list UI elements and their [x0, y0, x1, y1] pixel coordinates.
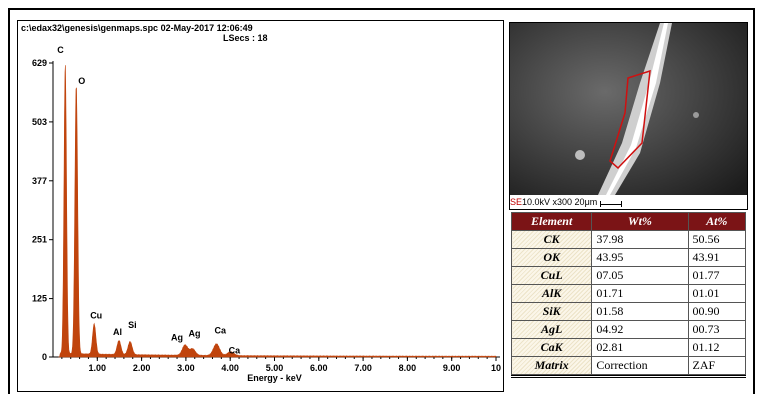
row-at: 00.73	[687, 320, 747, 339]
table-row: AgL 04.92 00.73	[510, 320, 747, 339]
row-wt: 04.92	[591, 320, 689, 339]
x-tick-label: 9.00	[443, 363, 461, 373]
peak-label: C	[57, 45, 64, 55]
x-tick-label: 3.00	[177, 363, 195, 373]
sem-micrograph: SE10.0kV x300 20μm	[509, 22, 748, 210]
y-tick-label: 629	[32, 58, 47, 68]
row-element: CuL	[510, 266, 593, 285]
x-tick-label: 5.00	[266, 363, 284, 373]
x-tick-label: 6.00	[310, 363, 328, 373]
table-header-row: Element Wt% At%	[510, 212, 747, 231]
y-tick-label: 0	[42, 352, 47, 362]
row-wt: 37.98	[591, 230, 689, 249]
x-tick-label: 4.00	[221, 363, 239, 373]
table-row: Matrix Correction ZAF	[510, 356, 747, 375]
peak-label: Ca	[214, 325, 226, 335]
row-at: 01.01	[687, 284, 747, 303]
table-row: CaK 02.81 01.12	[510, 338, 747, 357]
spectrum-header: c:\edax32\genesis\genmaps.spc 02-May-201…	[21, 23, 268, 43]
header-at: At%	[687, 212, 747, 231]
row-at: 43.91	[687, 248, 747, 267]
row-wt: 07.05	[591, 266, 689, 285]
row-element: SiK	[510, 302, 593, 321]
spectrum-area	[58, 65, 497, 358]
row-at: 01.77	[687, 266, 747, 285]
eds-spectrum-chart: 629 503 377 251 125 0 1.00 2.00 3.00 4.00 5.00 6.00…	[32, 45, 501, 383]
row-at: 50.56	[687, 230, 747, 249]
y-tick-label: 503	[32, 117, 47, 127]
y-tick-label: 377	[32, 176, 47, 186]
row-wt: 01.58	[591, 302, 689, 321]
row-at: ZAF	[687, 356, 747, 375]
row-at: 01.12	[687, 338, 747, 357]
x-tick-label: 2.00	[133, 363, 151, 373]
x-tick-label: 10	[491, 363, 501, 373]
x-tick-label: 8.00	[399, 363, 417, 373]
header-element: Element	[510, 212, 593, 231]
peak-label: Ag	[171, 333, 183, 343]
sem-detector-label: SE	[510, 197, 523, 207]
x-tick-label: 1.00	[89, 363, 107, 373]
y-tick-label: 125	[32, 294, 47, 304]
composition-table-wrap: Element Wt% At% CK 37.98 50.56 OK 43.95 …	[510, 212, 747, 378]
composition-table: Element Wt% At% CK 37.98 50.56 OK 43.95 …	[510, 212, 747, 375]
figure-frame	[8, 8, 755, 394]
peak-label: Si	[128, 320, 137, 330]
row-wt: Correction	[591, 356, 689, 375]
row-at: 00.90	[687, 302, 747, 321]
peak-label: Ag	[189, 328, 201, 338]
x-tick-label: 7.00	[354, 363, 372, 373]
table-row: CK 37.98 50.56	[510, 230, 747, 249]
table-row: OK 43.95 43.91	[510, 248, 747, 267]
row-element: CK	[510, 230, 593, 249]
scale-bar	[599, 200, 622, 208]
x-axis-label: Energy - keV	[247, 373, 302, 383]
table-row: AlK 01.71 01.01	[510, 284, 747, 303]
table-row: SiK 01.58 00.90	[510, 302, 747, 321]
sem-image-graphic	[510, 23, 747, 195]
table-row: CuL 07.05 01.77	[510, 266, 747, 285]
spectrum-file-info: c:\edax32\genesis\genmaps.spc 02-May-201…	[21, 23, 253, 33]
row-wt: 43.95	[591, 248, 689, 267]
peak-label: O	[78, 76, 85, 86]
row-wt: 01.71	[591, 284, 689, 303]
row-element: AlK	[510, 284, 593, 303]
sem-info-bar: SE10.0kV x300 20μm	[510, 195, 747, 209]
y-tick-label: 251	[32, 235, 47, 245]
row-element: CaK	[510, 338, 593, 357]
row-element: OK	[510, 248, 593, 267]
peak-label: Al	[113, 327, 122, 337]
row-wt: 02.81	[591, 338, 689, 357]
peak-label: Cu	[90, 311, 102, 321]
peak-label: Ca	[229, 345, 241, 355]
header-wt: Wt%	[591, 212, 689, 231]
row-element: Matrix	[510, 356, 593, 375]
spectrum-live-seconds: LSecs : 18	[223, 33, 268, 43]
row-element: AgL	[510, 320, 593, 339]
eds-spectrum-panel: c:\edax32\genesis\genmaps.spc 02-May-201…	[17, 20, 504, 392]
sem-settings-label: 10.0kV x300 20μm	[522, 197, 598, 207]
